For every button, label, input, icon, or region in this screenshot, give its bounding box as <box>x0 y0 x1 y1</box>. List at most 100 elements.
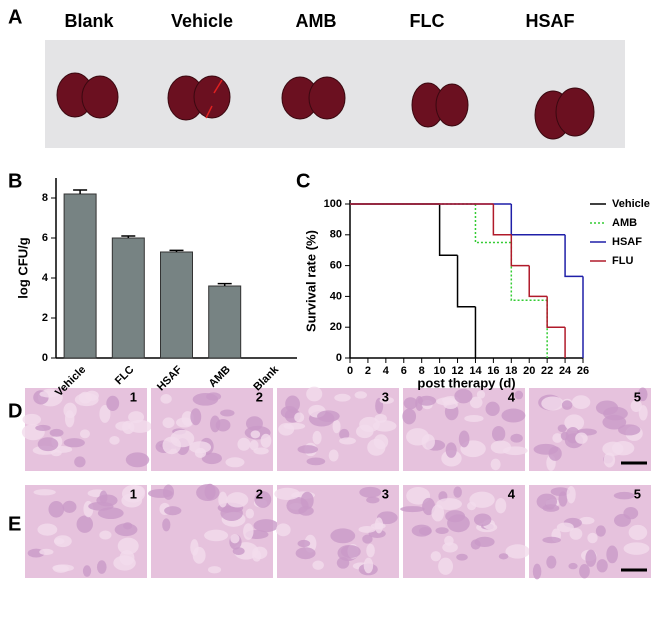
tissue <box>253 519 279 533</box>
group-label: Vehicle <box>171 11 233 31</box>
image-number: 2 <box>256 486 263 501</box>
tissue <box>569 527 583 540</box>
tissue <box>243 523 254 540</box>
error-bar <box>169 249 184 252</box>
tissue <box>542 536 561 544</box>
tissue <box>571 395 591 410</box>
x-tick-label: 22 <box>541 365 553 377</box>
tissue <box>164 506 182 516</box>
tissue <box>606 545 619 564</box>
tissue <box>254 491 272 508</box>
tissue <box>204 529 229 542</box>
tissue <box>22 413 42 426</box>
tissue <box>33 489 56 496</box>
panel-label: B <box>8 170 22 192</box>
tissue <box>578 516 595 525</box>
tissue <box>297 539 311 548</box>
tissue <box>402 408 417 425</box>
tissue <box>88 501 114 511</box>
survival-step <box>492 204 512 236</box>
tissue <box>379 396 394 404</box>
tissue <box>317 410 340 422</box>
tissue <box>558 491 568 507</box>
panel-label: C <box>296 170 310 192</box>
tissue <box>533 443 559 455</box>
tissue <box>298 506 314 516</box>
tissue <box>206 392 222 401</box>
tissue <box>62 500 77 513</box>
tissue <box>623 542 650 555</box>
tissue <box>340 545 361 559</box>
tissue <box>456 553 468 561</box>
tissue <box>458 430 470 448</box>
tissue <box>37 523 58 536</box>
x-tick-label: 12 <box>451 365 463 377</box>
tissue <box>556 522 574 533</box>
tissue <box>464 414 484 423</box>
tissue <box>48 501 65 518</box>
tissue <box>490 440 512 454</box>
tissue <box>436 498 462 510</box>
tissue <box>473 513 492 527</box>
tissue <box>35 424 51 431</box>
survival-step <box>438 204 458 257</box>
tissue <box>476 390 486 399</box>
tissue <box>637 387 648 402</box>
error-bar <box>217 282 232 286</box>
tissue <box>280 406 298 419</box>
tissue <box>603 452 616 468</box>
tissue <box>276 523 291 537</box>
tissue <box>204 483 216 500</box>
x-tick-label: 4 <box>383 365 390 377</box>
tissue <box>336 557 350 569</box>
tissue <box>278 422 295 436</box>
tissue <box>190 408 202 426</box>
tissue <box>417 395 437 406</box>
y-tick-label: 80 <box>330 229 342 241</box>
survival-step <box>510 204 566 236</box>
x-tick-label: 8 <box>419 365 425 377</box>
tissue <box>453 486 462 498</box>
tissue <box>39 390 59 398</box>
panel-label: A <box>8 6 22 28</box>
x-tick-label: 16 <box>487 365 499 377</box>
tissue <box>160 394 172 404</box>
y-axis-label: log CFU/g <box>15 237 30 298</box>
y-tick-label: 6 <box>42 232 48 244</box>
tissue <box>491 426 506 442</box>
tissue <box>125 452 150 468</box>
tissue <box>37 437 59 452</box>
tissue <box>435 527 449 534</box>
panel-label: E <box>8 513 21 535</box>
tissue <box>546 555 557 569</box>
tissue <box>613 491 635 500</box>
tissue <box>438 557 454 575</box>
x-tick-label: AMB <box>207 364 233 390</box>
tissue <box>362 534 373 544</box>
x-tick-label: 14 <box>469 365 482 377</box>
tissue <box>495 498 507 514</box>
tissue <box>469 396 483 409</box>
tissue <box>39 548 54 556</box>
tissue <box>370 522 386 530</box>
x-tick-label: FLC <box>113 364 137 388</box>
bar <box>160 251 193 359</box>
group-label: Blank <box>64 11 114 31</box>
tissue <box>359 416 380 433</box>
tissue <box>74 456 86 468</box>
tissue <box>245 508 255 519</box>
image-number: 3 <box>382 389 389 404</box>
tissue <box>541 396 564 411</box>
error-bar <box>121 235 136 238</box>
tissue <box>602 441 624 456</box>
tissue <box>485 401 500 417</box>
y-tick-label: 20 <box>330 321 342 333</box>
tissue <box>441 450 462 467</box>
tissue <box>162 518 171 532</box>
tissue <box>334 393 351 402</box>
tissue <box>557 424 567 433</box>
tissue <box>579 564 590 579</box>
tissue <box>78 391 92 404</box>
tissue <box>339 428 350 440</box>
